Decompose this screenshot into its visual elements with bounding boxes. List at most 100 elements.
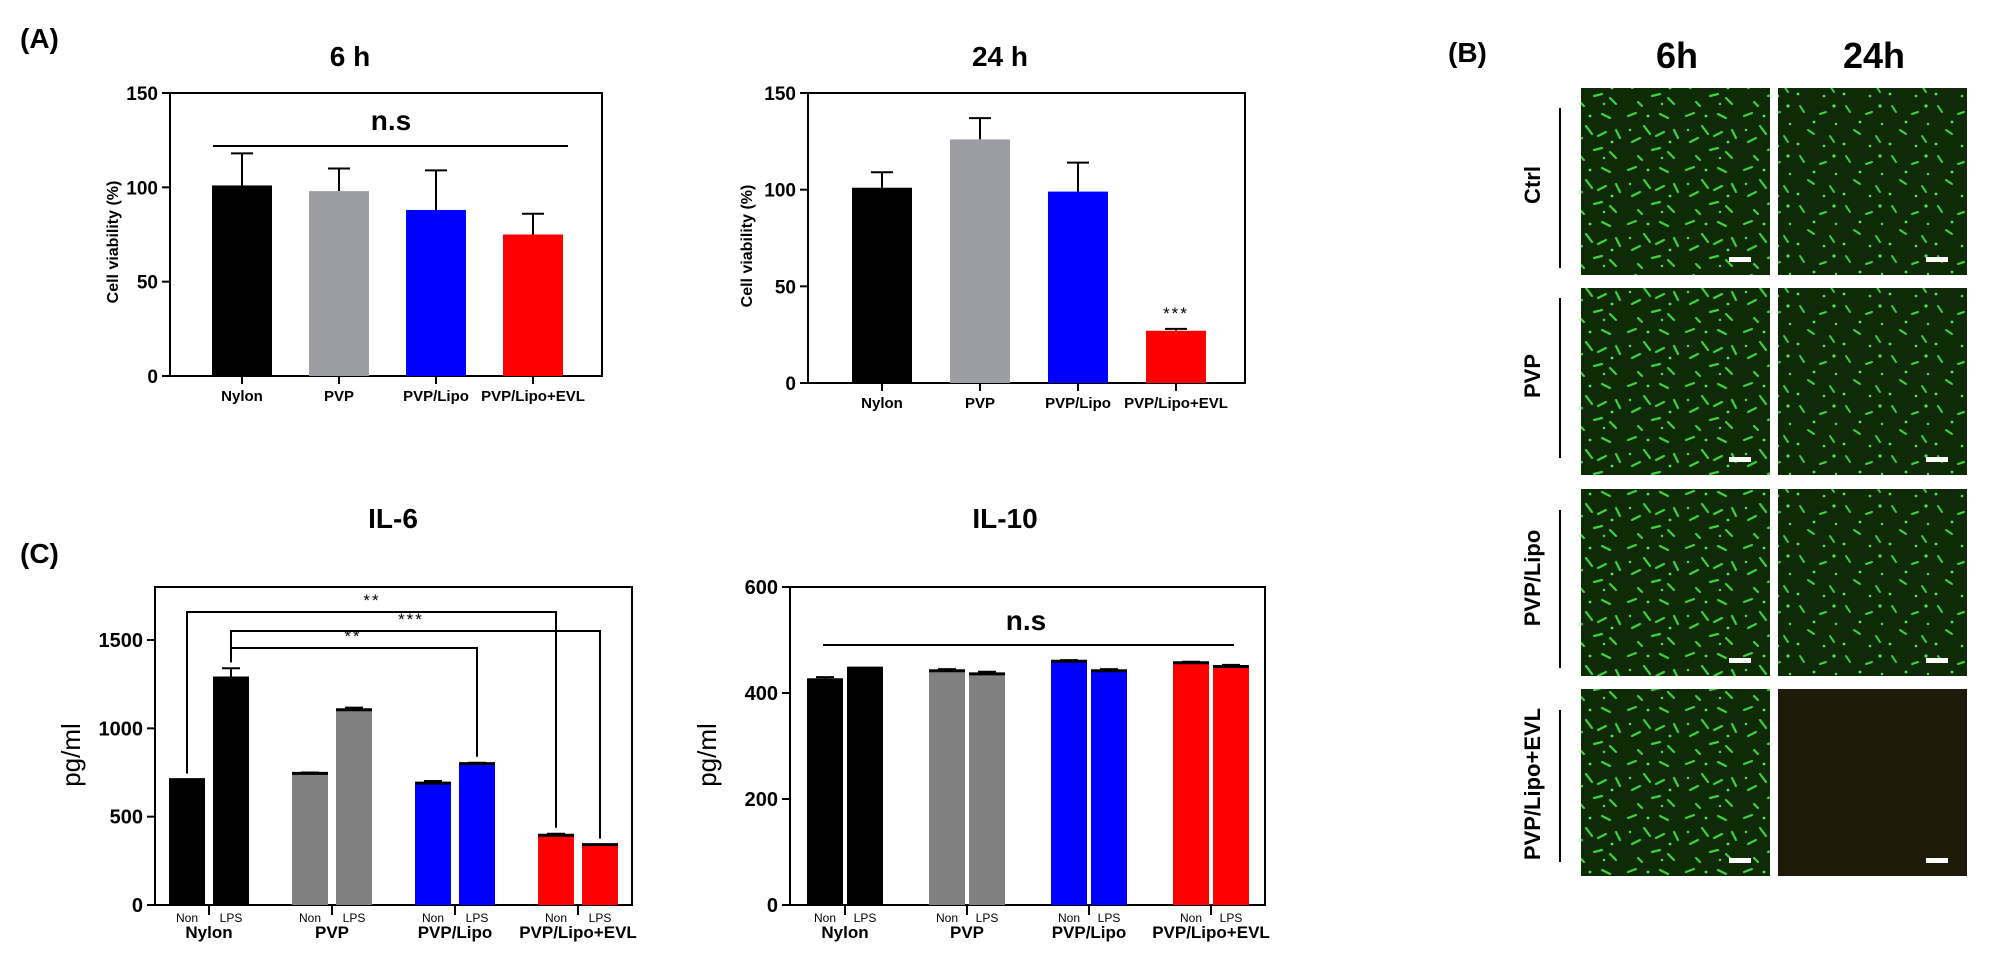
y-tick-label: 0	[147, 367, 158, 388]
x-category-label: Nylon	[185, 923, 232, 942]
scale-bar	[1729, 457, 1751, 462]
micrograph	[1581, 288, 1770, 475]
bar	[1051, 661, 1087, 905]
sub-label: Non	[1180, 911, 1202, 925]
micrograph	[1581, 88, 1770, 275]
x-category-label: PVP	[965, 395, 995, 412]
panel-label-a: (A)	[20, 23, 59, 54]
y-tick-label: 500	[110, 807, 143, 829]
sub-label: LPS	[976, 911, 999, 925]
bracket-label: **	[363, 591, 380, 610]
scale-bar	[1729, 257, 1751, 262]
sub-label: Non	[176, 911, 198, 925]
plot-frame	[169, 92, 603, 377]
x-category-label: PVP/Lipo	[1052, 923, 1127, 942]
bar	[538, 835, 574, 905]
x-category-label: PVP/Lipo	[1045, 395, 1111, 412]
sub-label: Non	[299, 911, 321, 925]
y-tick-label: 1000	[99, 718, 144, 740]
significance-bracket	[230, 647, 478, 757]
chart-title: IL-10	[972, 503, 1037, 534]
bar	[807, 679, 843, 905]
y-tick-label: 0	[132, 895, 143, 917]
chart-title: 24 h	[972, 41, 1028, 72]
x-category-label: PVP/Lipo+EVL	[519, 923, 637, 942]
sub-label: LPS	[343, 911, 366, 925]
bar	[459, 763, 495, 905]
micrograph	[1581, 689, 1770, 876]
plot-frame	[789, 586, 1266, 906]
row-label-ctrl: Ctrl	[1520, 166, 1545, 204]
y-tick-label: 100	[764, 181, 796, 202]
y-tick-label: 50	[137, 273, 158, 294]
scale-bar	[1926, 858, 1948, 863]
chart-title: IL-6	[368, 503, 418, 534]
row-label-pvp-lipo-evl: PVP/Lipo+EVL	[1520, 708, 1545, 860]
column-header-24h: 24h	[1843, 35, 1905, 76]
x-category-label: PVP	[315, 923, 349, 942]
bar	[336, 709, 372, 905]
bar	[169, 779, 205, 905]
microscopy-panel: 6h 24h Ctrl PVP PVP/Lipo PVP/Lipo+EVL	[1520, 35, 1967, 876]
bar	[1213, 666, 1249, 905]
y-tick-label: 400	[745, 683, 778, 705]
y-tick-label: 100	[126, 178, 158, 199]
sub-label: LPS	[466, 911, 489, 925]
column-header-6h: 6h	[1656, 35, 1698, 76]
bar	[582, 844, 618, 905]
micrograph	[1778, 489, 1967, 676]
x-category-label: PVP/Lipo+EVL	[1124, 395, 1228, 412]
x-category-label: PVP/Lipo+EVL	[481, 388, 585, 405]
scale-bar	[1926, 457, 1948, 462]
x-category-label: PVP/Lipo	[418, 923, 493, 942]
row-label-pvp-lipo: PVP/Lipo	[1520, 530, 1545, 627]
scale-bar	[1729, 658, 1751, 663]
viability-6h-chart: 6 h Cell viability (%) 0 50 100 150 Nylo…	[105, 41, 603, 405]
il6-chart: IL-6 pg/ml 0 500 1000 1500 Nylon PVP PVP…	[56, 503, 637, 942]
y-tick-label: 600	[745, 577, 778, 599]
x-category-label: PVP/Lipo	[403, 388, 469, 405]
bar	[1091, 670, 1127, 905]
y-tick-label: 0	[767, 895, 778, 917]
y-axis-label: pg/ml	[692, 723, 722, 787]
bar	[950, 139, 1010, 383]
x-category-label: PVP	[950, 923, 984, 942]
scale-bar	[1729, 858, 1751, 863]
bar	[406, 209, 466, 376]
bar	[292, 773, 328, 905]
bar	[309, 191, 369, 376]
plot-frame	[154, 586, 633, 906]
bar	[929, 670, 965, 905]
bar	[503, 234, 563, 376]
bar	[852, 187, 912, 383]
y-axis-label: pg/ml	[56, 723, 86, 787]
bar	[969, 673, 1005, 905]
x-category-label: Nylon	[221, 388, 263, 405]
panel-label-b: (B)	[1448, 37, 1487, 68]
bar	[1173, 662, 1209, 905]
bracket-label: **	[344, 627, 361, 646]
bar	[1146, 330, 1206, 383]
sub-label: Non	[1058, 911, 1080, 925]
sub-label: Non	[936, 911, 958, 925]
x-category-label: Nylon	[861, 395, 903, 412]
y-axis-label: Cell viability (%)	[739, 185, 756, 308]
significance-bracket	[186, 611, 557, 828]
x-category-label: PVP/Lipo+EVL	[1152, 923, 1270, 942]
viability-24h-chart: 24 h Cell viability (%) 0 50 100 150 Nyl…	[739, 41, 1246, 412]
row-label-pvp: PVP	[1520, 354, 1545, 398]
sub-label: LPS	[1220, 911, 1243, 925]
ns-annotation: n.s	[371, 105, 411, 136]
bar	[847, 668, 883, 905]
ns-annotation: n.s	[1006, 605, 1046, 636]
y-axis-label: Cell viability (%)	[105, 181, 122, 304]
significance-label: ***	[1163, 304, 1189, 323]
bar	[212, 185, 272, 376]
bracket-label: ***	[398, 610, 424, 629]
bar	[415, 783, 451, 905]
y-tick-label: 0	[785, 374, 796, 395]
sub-label: Non	[545, 911, 567, 925]
y-tick-label: 150	[764, 84, 796, 105]
bar	[213, 677, 249, 905]
